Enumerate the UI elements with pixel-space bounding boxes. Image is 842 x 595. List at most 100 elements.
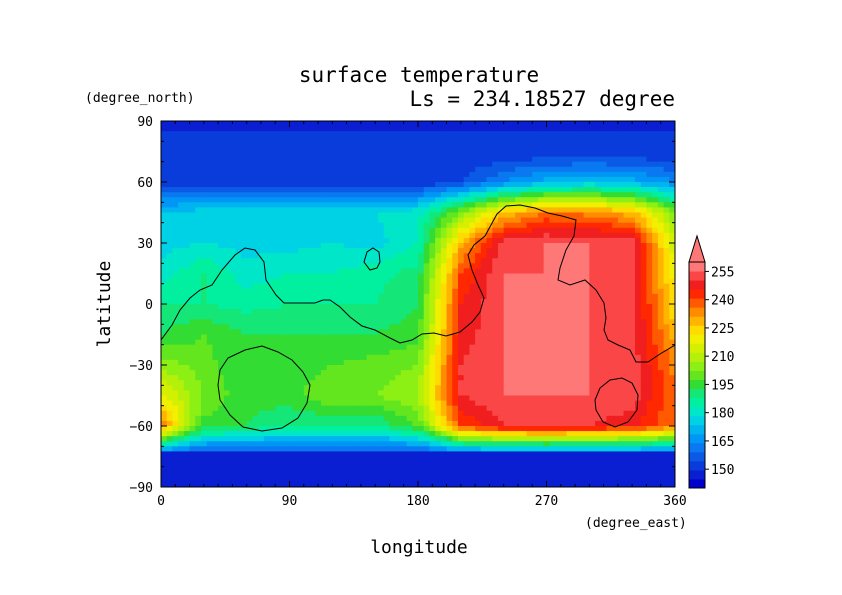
field-cell [395,166,402,173]
field-cell [292,329,299,336]
field-cell [338,329,345,336]
field-cell [338,227,345,234]
field-cell [389,314,396,320]
field-cell [223,187,231,193]
field-cell [635,258,642,264]
field-cell [652,248,659,254]
field-cell [195,334,202,341]
field-cell [629,161,636,168]
field-cell [486,136,493,142]
field-cell [537,395,545,402]
field-cell [652,349,659,356]
field-cell [577,314,585,320]
field-cell [218,151,225,158]
field-cell [566,268,573,275]
field-cell [583,314,590,320]
field-cell [480,288,488,295]
field-cell [383,314,391,320]
field-cell [372,232,379,239]
field-cell [320,253,328,259]
field-cell [200,375,208,381]
field-cell [429,151,436,158]
field-cell [166,126,174,132]
field-cell [263,380,271,386]
field-cell [418,232,425,239]
field-cell [286,192,293,198]
field-cell [412,171,419,178]
field-cell [475,329,482,336]
field-cell [212,207,219,214]
field-cell [532,359,539,366]
field-cell [446,182,453,188]
field-cell [395,136,402,142]
field-cell [646,146,653,153]
field-cell [532,141,539,148]
field-cell [635,365,642,371]
field-cell [349,319,356,325]
field-cell [537,365,545,371]
field-cell [623,182,630,188]
field-cell [355,334,362,341]
field-cell [332,136,339,142]
field-cell [520,141,528,148]
field-cell [475,243,482,249]
field-cell [389,304,396,310]
field-cell [492,232,499,239]
field-cell [457,192,465,198]
field-cell [452,380,459,386]
field-cell [440,288,448,295]
field-cell [595,161,602,168]
field-cell [440,171,448,178]
field-cell [646,222,653,229]
field-cell [240,283,248,290]
field-cell [280,207,288,214]
field-cell [526,176,533,183]
field-cell [435,385,442,392]
field-cell [389,217,396,224]
field-cell [360,121,368,127]
field-cell [166,319,174,325]
field-cell [595,339,602,346]
field-cell [440,166,448,173]
field-cell [606,288,613,295]
field-cell [446,161,453,168]
field-cell [258,278,265,285]
field-cell [646,136,653,142]
field-cell [629,283,636,290]
field-cell [532,278,539,285]
field-cell [258,258,265,264]
field-cell [663,151,670,158]
field-cell [355,131,362,137]
field-cell [663,161,670,168]
field-cell [229,161,236,168]
field-cell [497,136,505,142]
field-cell [338,166,345,173]
field-cell [606,268,613,275]
field-cell [195,354,202,361]
field-cell [537,380,545,386]
field-cell [480,166,488,173]
field-cell [166,288,174,295]
field-cell [469,212,476,219]
field-cell [652,334,659,341]
field-cell [646,202,653,209]
field-cell [235,131,242,137]
field-cell [338,288,345,295]
field-cell [669,202,675,209]
field-cell [395,385,402,392]
field-cell [469,156,476,163]
field-cell [606,232,613,239]
field-cell [389,329,396,336]
field-cell [246,354,253,361]
field-cell [537,182,545,188]
field-cell [240,171,248,178]
field-cell [463,298,470,305]
field-cell [537,375,545,381]
field-cell [412,309,419,315]
field-cell [600,298,608,305]
field-cell [600,146,608,153]
field-cell [577,126,585,132]
field-cell [378,370,385,376]
field-cell [286,319,293,325]
